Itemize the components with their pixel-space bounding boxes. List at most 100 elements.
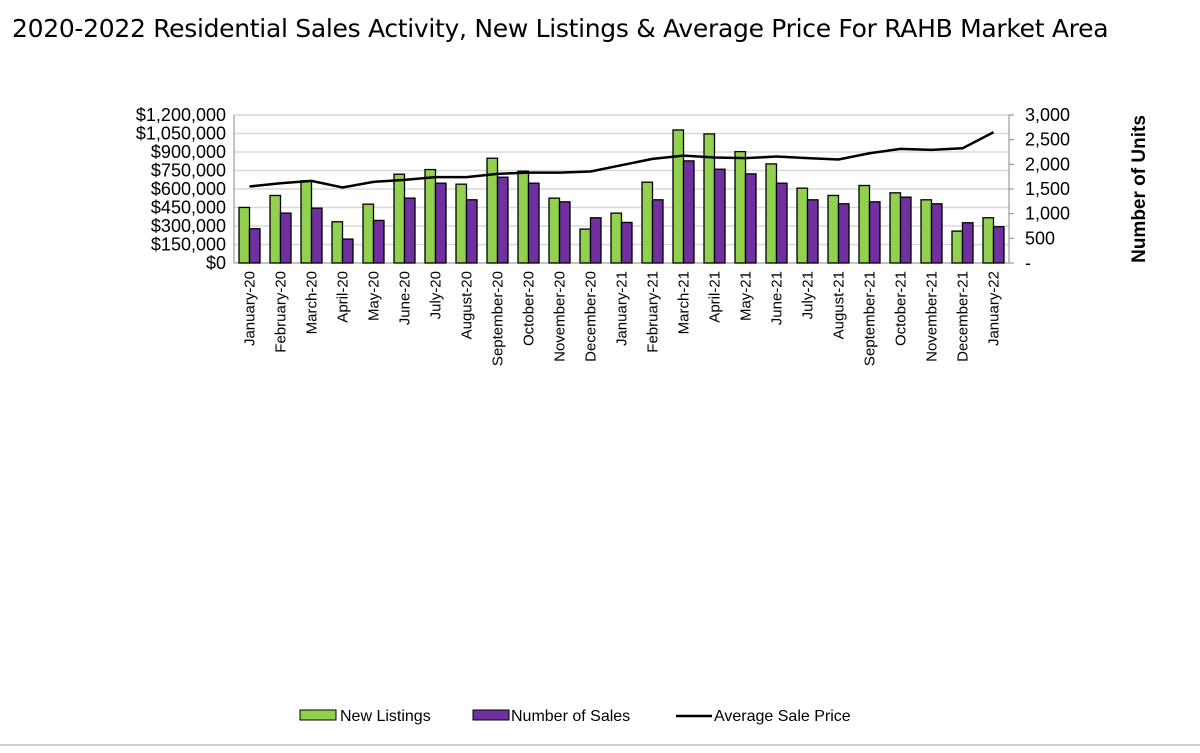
left-tick-label: $1,200,000	[136, 105, 226, 125]
bar-number-of-sales	[775, 182, 788, 264]
right-tick-label: 1,500	[1025, 179, 1070, 199]
bar-number-of-sales	[806, 199, 819, 264]
bar-number-of-sales	[372, 219, 385, 264]
bar-number-of-sales	[558, 201, 571, 264]
bar-number-of-sales	[930, 203, 943, 264]
bar-new-listings	[920, 199, 933, 264]
bar-number-of-sales	[248, 228, 261, 264]
bar-number-of-sales	[465, 199, 478, 264]
left-tick-label: $150,000	[151, 235, 226, 255]
bar-number-of-sales	[744, 173, 757, 264]
x-tick-label: June-21	[769, 271, 786, 325]
left-tick-label: $750,000	[151, 161, 226, 181]
bar-new-listings	[331, 221, 344, 264]
x-tick-label: July-21	[800, 271, 817, 319]
x-tick-label: October-21	[893, 271, 910, 346]
right-tick-label: 500	[1025, 228, 1055, 248]
x-tick-label: December-20	[583, 271, 600, 362]
x-tick-label: September-21	[862, 271, 879, 366]
bar-number-of-sales	[868, 201, 881, 264]
legend-label: Average Sale Price	[714, 708, 851, 725]
legend-label: Number of Sales	[511, 708, 630, 725]
x-tick-label: June-20	[397, 271, 414, 325]
bar-new-listings	[393, 173, 406, 264]
bar-new-listings	[579, 228, 592, 264]
bar-new-listings	[610, 212, 623, 264]
x-tick-label: May-20	[366, 271, 383, 321]
x-tick-label: January-22	[986, 271, 1003, 346]
bar-new-listings	[734, 150, 747, 264]
bar-new-listings	[362, 203, 375, 264]
right-tick-label: 2,500	[1025, 130, 1070, 150]
x-tick-label: May-21	[738, 271, 755, 321]
left-tick-label: $600,000	[151, 179, 226, 199]
bar-number-of-sales	[434, 182, 447, 264]
legend-label: New Listings	[340, 708, 431, 725]
bar-number-of-sales	[682, 160, 695, 264]
bar-new-listings	[672, 129, 685, 264]
right-tick-label: 3,000	[1025, 105, 1070, 125]
x-tick-label: January-20	[242, 271, 259, 346]
x-tick-label: August-20	[459, 271, 476, 339]
bar-number-of-sales	[341, 238, 354, 264]
bar-new-listings	[238, 206, 251, 264]
bar-number-of-sales	[899, 196, 912, 264]
bar-new-listings	[269, 194, 282, 264]
x-tick-label: October-20	[521, 271, 538, 346]
x-tick-label: February-21	[645, 271, 662, 353]
bar-number-of-sales	[620, 221, 633, 264]
bar-number-of-sales	[713, 168, 726, 264]
x-tick-label: April-20	[335, 271, 352, 323]
bar-number-of-sales	[589, 217, 602, 264]
bar-number-of-sales	[403, 197, 416, 264]
bar-new-listings	[889, 192, 902, 264]
bar-new-listings	[951, 230, 964, 264]
left-tick-label: $450,000	[151, 198, 226, 218]
bar-number-of-sales	[496, 176, 509, 264]
bar-new-listings	[827, 194, 840, 264]
bar-number-of-sales	[310, 207, 323, 264]
left-tick-label: $900,000	[151, 142, 226, 162]
divider	[0, 744, 1200, 746]
chart-title: 2020-2022 Residential Sales Activity, Ne…	[12, 14, 1109, 43]
x-tick-label: July-20	[428, 271, 445, 319]
bar-number-of-sales	[279, 212, 292, 264]
right-tick-label: 2,000	[1025, 154, 1070, 174]
line-average-sale-price	[249, 131, 995, 189]
bar-number-of-sales	[527, 182, 540, 264]
bar-new-listings	[982, 217, 995, 264]
bar-number-of-sales	[651, 199, 664, 264]
bar-new-listings	[796, 187, 809, 264]
bar-new-listings	[300, 180, 313, 264]
bar-new-listings	[455, 183, 468, 264]
left-tick-label: $0	[206, 253, 226, 273]
left-tick-label: $300,000	[151, 216, 226, 236]
legend-swatch-new-listings	[299, 709, 337, 721]
x-tick-label: November-21	[924, 271, 941, 362]
right-tick-label: -	[1025, 253, 1031, 273]
x-tick-label: September-20	[490, 271, 507, 366]
right-axis-title: Number of Units	[1129, 115, 1150, 263]
bar-number-of-sales	[961, 222, 974, 264]
bar-number-of-sales	[837, 203, 850, 264]
x-tick-label: December-21	[955, 271, 972, 362]
x-tick-label: March-21	[676, 271, 693, 334]
bar-new-listings	[548, 197, 561, 264]
x-tick-label: April-21	[707, 271, 724, 323]
right-tick-label: 1,000	[1025, 204, 1070, 224]
x-tick-label: November-20	[552, 271, 569, 362]
legend-swatch-number-of-sales	[472, 709, 510, 721]
bar-new-listings	[641, 181, 654, 264]
x-tick-label: March-20	[304, 271, 321, 334]
bar-new-listings	[517, 170, 530, 264]
bar-number-of-sales	[992, 226, 1005, 264]
x-tick-label: February-20	[273, 271, 290, 353]
x-tick-label: August-21	[831, 271, 848, 339]
bar-new-listings	[765, 163, 778, 264]
bar-new-listings	[858, 184, 871, 264]
x-tick-label: January-21	[614, 271, 631, 346]
left-tick-label: $1,050,000	[136, 124, 226, 144]
bar-new-listings	[703, 133, 716, 264]
bar-new-listings	[424, 168, 437, 264]
